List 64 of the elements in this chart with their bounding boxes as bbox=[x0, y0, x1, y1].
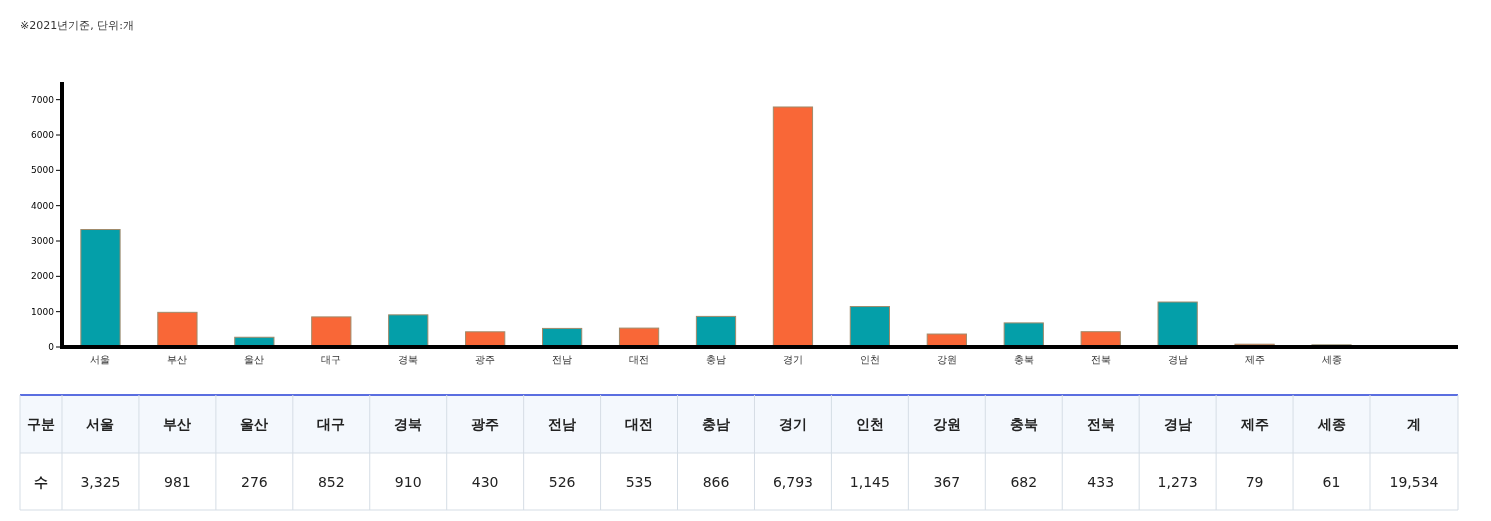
data-label: 1,273 bbox=[1157, 473, 1198, 490]
category-label: 경남 bbox=[1163, 416, 1192, 432]
category-label: 경북 bbox=[394, 416, 423, 432]
data-label: 61 bbox=[1322, 473, 1341, 490]
x-tick-label: 경북 bbox=[398, 354, 419, 365]
y-tick-label: 3000 bbox=[31, 236, 55, 246]
x-tick-label: 제주 bbox=[1244, 354, 1265, 365]
y-tick-label: 5000 bbox=[31, 165, 55, 176]
text: 수 bbox=[34, 473, 48, 490]
data-label: 276 bbox=[240, 473, 268, 490]
category-label: 경기 bbox=[778, 416, 807, 432]
x-tick-label: 부산 bbox=[167, 354, 188, 365]
data-label: 6,793 bbox=[772, 473, 813, 490]
data-label: 682 bbox=[1010, 473, 1038, 490]
category-label: 대구 bbox=[317, 416, 346, 432]
category-label: 광주 bbox=[471, 416, 500, 432]
x-tick-label: 충북 bbox=[1013, 354, 1034, 365]
text: 구분 bbox=[27, 416, 55, 432]
x-tick-label: 울산 bbox=[244, 354, 265, 365]
x-tick-label: 대구 bbox=[321, 354, 342, 365]
x-tick-label: 충남 bbox=[706, 354, 726, 365]
y-tick-label: 6000 bbox=[31, 130, 55, 140]
data-label: 910 bbox=[394, 473, 422, 490]
category-label: 인천 bbox=[855, 416, 884, 432]
category-label: 충북 bbox=[1009, 416, 1038, 432]
x-tick-label: 경기 bbox=[782, 354, 803, 365]
x-tick-label: 인천 bbox=[859, 354, 880, 365]
x-tick-label: 강원 bbox=[936, 354, 957, 365]
y-tick-label: 2000 bbox=[31, 271, 55, 282]
category-label: 강원 bbox=[932, 416, 961, 432]
category-label: 전북 bbox=[1086, 416, 1115, 432]
data-label: 79 bbox=[1245, 473, 1264, 490]
text: ※2021년기준, 단위:개 bbox=[20, 19, 134, 32]
text: 계 bbox=[1407, 416, 1421, 432]
category-label: 서울 bbox=[86, 416, 115, 432]
x-tick-label: 서울 bbox=[90, 354, 111, 365]
text: 19,534 bbox=[1389, 473, 1439, 490]
x-tick-label: 경남 bbox=[1167, 354, 1188, 365]
y-tick-label: 1000 bbox=[31, 306, 55, 317]
data-label: 433 bbox=[1087, 473, 1115, 490]
category-label: 제주 bbox=[1240, 416, 1269, 432]
y-tick-label: 7000 bbox=[31, 94, 55, 105]
data-label: 1,145 bbox=[849, 473, 890, 490]
y-tick-label: 4000 bbox=[31, 200, 55, 211]
x-tick-label: 광주 bbox=[475, 354, 496, 365]
data-label: 866 bbox=[702, 473, 730, 490]
data-label: 535 bbox=[625, 473, 653, 490]
data-label: 526 bbox=[548, 473, 576, 490]
category-label: 부산 bbox=[163, 416, 192, 432]
data-label: 367 bbox=[933, 473, 961, 490]
data-label: 3,325 bbox=[80, 473, 121, 490]
data-label: 852 bbox=[317, 473, 345, 490]
category-label: 전남 bbox=[548, 416, 577, 432]
category-label: 대전 bbox=[625, 416, 654, 432]
x-tick-label: 대전 bbox=[629, 354, 650, 365]
x-tick-label: 전남 bbox=[552, 354, 573, 365]
category-label: 울산 bbox=[240, 416, 269, 432]
x-tick-label: 세종 bbox=[1321, 354, 1342, 365]
data-label: 430 bbox=[471, 473, 499, 490]
x-tick-label: 전북 bbox=[1090, 354, 1111, 365]
data-label: 981 bbox=[164, 473, 191, 490]
y-tick-label: 0 bbox=[48, 342, 55, 352]
category-label: 세종 bbox=[1317, 416, 1346, 432]
category-label: 충남 bbox=[702, 416, 730, 432]
